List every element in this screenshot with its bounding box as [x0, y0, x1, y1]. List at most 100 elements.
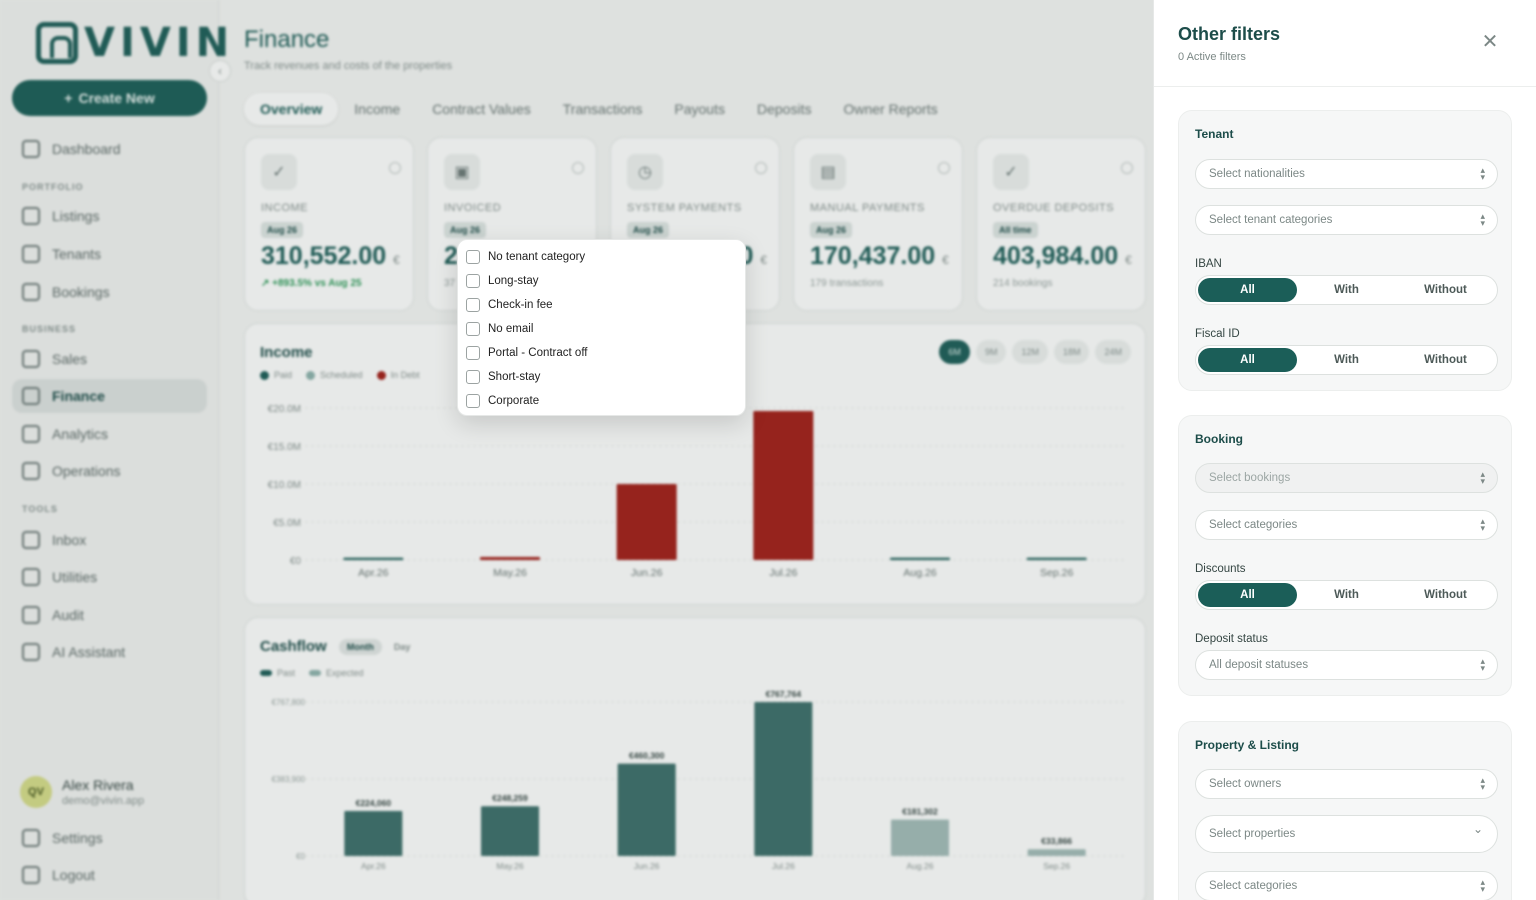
- info-icon[interactable]: [1121, 162, 1133, 174]
- sidebar-item-settings[interactable]: Settings: [12, 821, 207, 855]
- discounts-all[interactable]: All: [1198, 583, 1297, 607]
- tab-payouts[interactable]: Payouts: [674, 101, 725, 117]
- kpi-value: 170,437.00 €: [810, 242, 949, 271]
- section-title: Booking: [1195, 432, 1243, 446]
- properties-select[interactable]: Select properties ⌄: [1195, 815, 1498, 853]
- range-6m[interactable]: 6M: [939, 340, 970, 364]
- fiscal-id-toggle: All With Without: [1195, 345, 1498, 375]
- option-portal-contract-off[interactable]: Portal - Contract off: [458, 341, 745, 365]
- sidebar-item-inbox[interactable]: Inbox: [12, 523, 207, 557]
- kpi-card-manual-payments[interactable]: ▤ MANUAL PAYMENTS Aug 26 170,437.00 € 17…: [793, 137, 963, 311]
- sidebar-item-operations[interactable]: Operations: [12, 454, 207, 488]
- option-short-stay[interactable]: Short-stay: [458, 365, 745, 389]
- create-new-button[interactable]: + Create New: [12, 80, 207, 116]
- money-icon: [22, 387, 40, 405]
- kpi-period-badge: Aug 26: [261, 222, 304, 238]
- sidebar-item-ai-assistant[interactable]: AI Assistant: [12, 635, 207, 669]
- checkbox[interactable]: [466, 346, 480, 360]
- plus-icon: +: [64, 90, 73, 106]
- modal-backdrop[interactable]: [0, 0, 1153, 900]
- option-long-stay[interactable]: Long-stay: [458, 269, 745, 293]
- option-corporate[interactable]: Corporate: [458, 389, 745, 413]
- iban-without[interactable]: Without: [1424, 284, 1467, 296]
- info-icon[interactable]: [572, 162, 584, 174]
- nav-section-tools: TOOLS: [22, 504, 58, 514]
- sidebar-item-sales[interactable]: Sales: [12, 342, 207, 376]
- cashflow-legend: Past Expected: [260, 668, 364, 678]
- tab-transactions[interactable]: Transactions: [562, 101, 643, 117]
- mode-month[interactable]: Month: [338, 639, 382, 656]
- sort-chevrons-icon: ▴ ▾: [1480, 469, 1485, 486]
- iban-with[interactable]: With: [1334, 284, 1359, 296]
- tab-income[interactable]: Income: [354, 101, 401, 117]
- tab-owner-reports[interactable]: Owner Reports: [843, 101, 938, 117]
- fiscal-without[interactable]: Without: [1424, 354, 1467, 366]
- checkbox[interactable]: [466, 322, 480, 336]
- tab-overview[interactable]: Overview: [244, 93, 339, 125]
- sidebar-item-analytics[interactable]: Analytics: [12, 417, 207, 451]
- legend-in-debt: In Debt: [376, 370, 420, 380]
- sidebar-item-utilities[interactable]: Utilities: [12, 560, 207, 594]
- section-title: Property & Listing: [1195, 738, 1300, 752]
- info-icon[interactable]: [938, 162, 950, 174]
- info-icon[interactable]: [389, 162, 401, 174]
- checkbox[interactable]: [466, 394, 480, 408]
- kpi-value: 310,552.00 €: [261, 242, 400, 271]
- collapse-sidebar-button[interactable]: ‹: [209, 60, 231, 82]
- sidebar-item-finance[interactable]: Finance: [12, 379, 207, 413]
- option-no-tenant-category[interactable]: No tenant category: [458, 245, 745, 269]
- iban-all[interactable]: All: [1198, 278, 1297, 302]
- range-18m[interactable]: 18M: [1053, 340, 1090, 364]
- nationalities-select[interactable]: Select nationalities ▴ ▾: [1195, 159, 1498, 189]
- kpi-label: OVERDUE DEPOSITS: [993, 202, 1115, 214]
- kpi-card-overdue-deposits[interactable]: ✓ OVERDUE DEPOSITS All time 403,984.00 €…: [976, 137, 1146, 311]
- sidebar-item-listings[interactable]: Listings: [12, 199, 207, 233]
- discounts-without[interactable]: Without: [1424, 589, 1467, 601]
- vivin-logo[interactable]: VIVIN: [36, 20, 234, 66]
- kpi-card-income[interactable]: ✓ INCOME Aug 26 310,552.00 € ↗ +893.5% v…: [244, 137, 414, 311]
- check-circle-icon: ✓: [993, 154, 1029, 190]
- booking-categories-select[interactable]: Select categories ▴ ▾: [1195, 510, 1498, 540]
- deposit-status-select[interactable]: All deposit statuses ▴ ▾: [1195, 650, 1498, 680]
- select-placeholder: Select properties: [1209, 828, 1296, 840]
- range-9m[interactable]: 9M: [975, 340, 1007, 364]
- sidebar-item-bookings[interactable]: Bookings: [12, 275, 207, 309]
- mode-day[interactable]: Day: [393, 642, 411, 653]
- bookings-select[interactable]: Select bookings ▴ ▾: [1195, 463, 1498, 493]
- tab-contract-values[interactable]: Contract Values: [432, 101, 531, 117]
- users-icon: [22, 245, 40, 263]
- fiscal-all[interactable]: All: [1198, 348, 1297, 372]
- checkbox[interactable]: [466, 250, 480, 264]
- cashflow-chart-card: Cashflow Month Day Past Expected €0 €383,…: [244, 617, 1146, 900]
- bar-paid: [343, 557, 404, 560]
- owners-select[interactable]: Select owners ▴ ▾: [1195, 769, 1498, 799]
- checkbox[interactable]: [466, 298, 480, 312]
- sidebar-item-audit[interactable]: Audit: [12, 598, 207, 632]
- fiscal-with[interactable]: With: [1334, 354, 1359, 366]
- y-tick-label: €5.0M: [273, 518, 301, 529]
- kpi-change: ↗ +893.5% vs Aug 25: [261, 278, 362, 289]
- bar-in-debt: [480, 556, 540, 560]
- select-placeholder: All deposit statuses: [1209, 659, 1309, 671]
- tab-deposits[interactable]: Deposits: [756, 101, 812, 117]
- checkbox[interactable]: [466, 370, 480, 384]
- option-check-in-fee[interactable]: Check-in fee: [458, 293, 745, 317]
- range-24m[interactable]: 24M: [1095, 340, 1131, 364]
- select-placeholder: Select owners: [1209, 778, 1282, 790]
- create-new-label: Create New: [78, 90, 155, 106]
- close-icon[interactable]: ✕: [1481, 31, 1499, 53]
- sidebar-item-tenants[interactable]: Tenants: [12, 237, 207, 271]
- nav-section-business: BUSINESS: [22, 324, 77, 334]
- option-no-email[interactable]: No email: [458, 317, 745, 341]
- user-profile[interactable]: QV Alex Rivera demo@vivin.app: [20, 776, 144, 808]
- tenant-categories-select[interactable]: Select tenant categories ▴ ▾: [1195, 205, 1498, 235]
- fiscal-id-label: Fiscal ID: [1195, 328, 1240, 340]
- y-tick-label: €383,900: [272, 775, 306, 784]
- listing-categories-select[interactable]: Select categories ▴ ▾: [1195, 871, 1498, 900]
- info-icon[interactable]: [755, 162, 767, 174]
- sidebar-item-logout[interactable]: Logout: [12, 858, 207, 892]
- discounts-with[interactable]: With: [1334, 589, 1359, 601]
- sidebar-item-dashboard[interactable]: Dashboard: [12, 132, 207, 166]
- checkbox[interactable]: [466, 274, 480, 288]
- range-12m[interactable]: 12M: [1012, 340, 1048, 364]
